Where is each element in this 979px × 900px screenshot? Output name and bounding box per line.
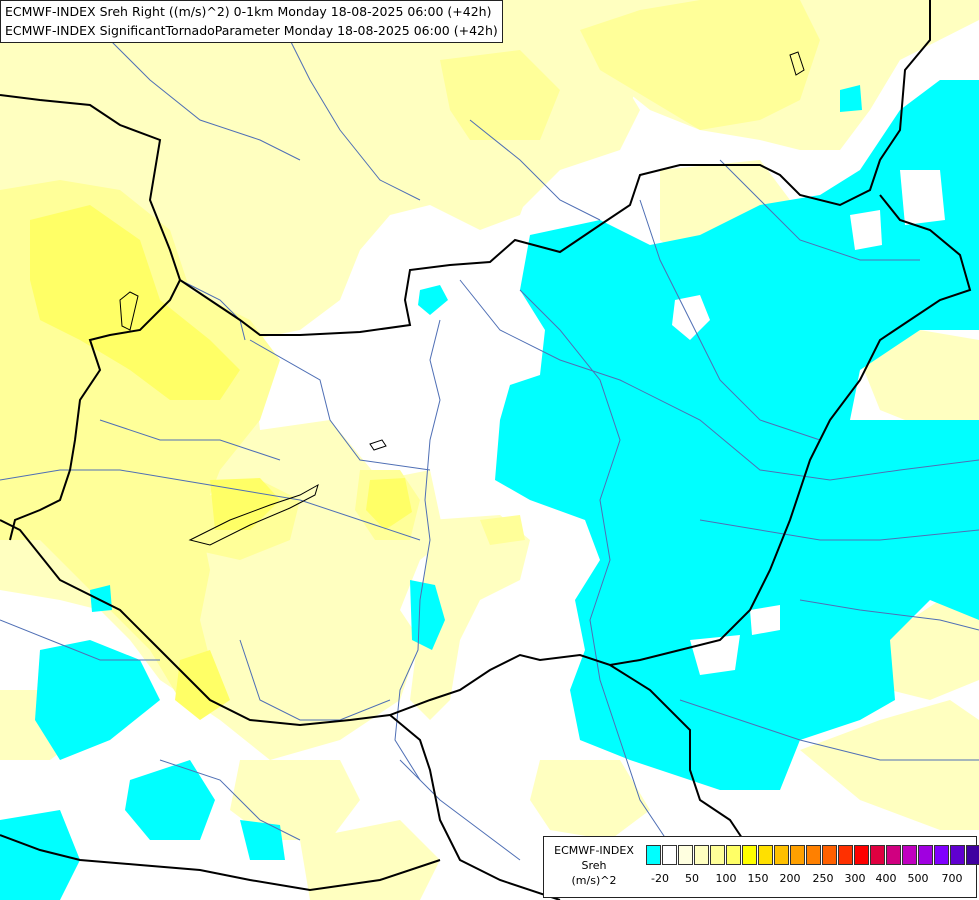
legend-tick-label: 700 [941,872,963,885]
legend-tick-label: 300 [844,872,866,885]
legend-swatch [902,845,917,865]
legend-swatch [918,845,933,865]
legend-swatch [758,845,773,865]
legend-swatch [726,845,741,865]
field-white-holes [672,170,945,675]
lakes [119,51,805,546]
legend-ticks: -20 50 100 150 200 250 300 400 500 700 [646,872,976,888]
legend-title: ECMWF-INDEX Sreh (m/s)^2 [544,843,644,888]
legend-tick-label: 150 [747,872,769,885]
legend-swatch [710,845,725,865]
legend-swatch [742,845,757,865]
legend-swatches [646,845,979,865]
legend-title-line1: ECMWF-INDEX [554,844,634,857]
legend-swatch [678,845,693,865]
legend-swatch [790,845,805,865]
legend-swatch [806,845,821,865]
legend-tick-label: 200 [779,872,801,885]
legend-tick-label: -20 [651,872,669,885]
legend-swatch [646,845,661,865]
legend-tick-label: 250 [812,872,834,885]
legend-swatch [662,845,677,865]
legend-title-line2: Sreh [581,859,607,872]
legend-swatch [966,845,979,865]
legend-title-line3: (m/s)^2 [571,874,617,887]
rivers [0,0,979,861]
field-cyan [0,80,979,900]
legend-swatch [838,845,853,865]
legend-swatch [822,845,837,865]
legend-tick-label: 500 [907,872,929,885]
legend-swatch [774,845,789,865]
legend-swatch [950,845,965,865]
header-line-stp: ECMWF-INDEX SignificantTornadoParameter … [5,23,498,38]
legend-tick-label: 50 [685,872,699,885]
legend-tick-label: 100 [715,872,737,885]
legend-swatch [694,845,709,865]
legend-swatch [854,845,869,865]
legend-tick-label: 400 [875,872,897,885]
legend-swatch [870,845,885,865]
legend-swatch [886,845,901,865]
color-legend: ECMWF-INDEX Sreh (m/s)^2 -20 50 100 150 200 2… [543,836,979,898]
header-line-sreh: ECMWF-INDEX Sreh Right ((m/s)^2) 0-1km M… [5,4,492,19]
map-header: ECMWF-INDEX Sreh Right ((m/s)^2) 0-1km M… [0,0,503,43]
legend-swatch [934,845,949,865]
